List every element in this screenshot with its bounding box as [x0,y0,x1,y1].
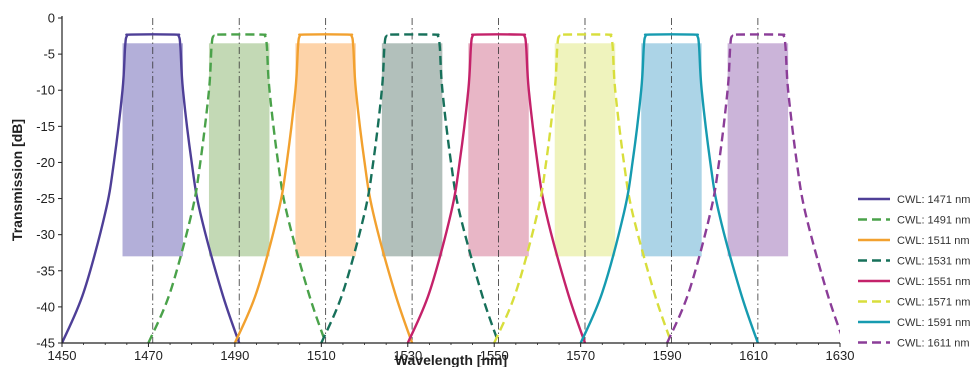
legend-label-1551: CWL: 1551 nm [897,276,970,288]
series-line-1491 [147,33,327,343]
legend-label-1531: CWL: 1531 nm [897,256,970,268]
y-tick-label: -40 [36,299,55,314]
shaded-bands [122,43,789,257]
series-line-1611 [665,33,840,343]
y-tick-label: -25 [36,191,55,206]
x-tick-label: 1570 [566,348,595,363]
legend-label-1571: CWL: 1571 nm [897,297,970,309]
x-tick-label: 1470 [134,348,163,363]
y-ticks: 0 -5 -10 -15 -20 -25 -30 -35 -40 -45 [36,11,62,351]
y-tick-label: -30 [36,227,55,242]
x-tick-label: 1510 [307,348,336,363]
series-line-1531 [320,33,500,343]
y-tick-label: 0 [48,11,55,26]
x-ticks: 1450 1470 1490 1510 1530 1550 1570 1590 1610 1630 [48,343,855,363]
y-tick-label: -20 [36,155,55,170]
y-axis-title: Transmission [dB] [9,119,25,241]
y-tick-label: -45 [36,336,55,351]
x-tick-label: 1630 [826,348,855,363]
series-line-1571 [493,33,673,343]
legend-label-1471: CWL: 1471 nm [897,194,970,206]
legend-label-1591: CWL: 1591 nm [897,317,970,329]
x-tick-label: 1450 [48,348,77,363]
center-lines [152,18,759,343]
x-tick-label: 1530 [393,348,422,363]
legend-label-1491: CWL: 1491 nm [897,215,970,227]
y-tick-label: -5 [43,47,55,62]
legend-label-1511: CWL: 1511 nm [897,235,970,247]
x-tick-label: 1490 [220,348,249,363]
x-tick-label: 1550 [480,348,509,363]
y-tick-label: -35 [36,263,55,278]
series-curves [62,33,840,343]
legend: CWL: 1471 nm CWL: 1491 nm CWL: 1511 nm CWL:… [858,194,970,350]
x-tick-label: 1590 [653,348,682,363]
y-tick-label: -15 [36,119,55,134]
y-tick-label: -10 [36,83,55,98]
x-tick-label: 1610 [739,348,768,363]
x-axis-title: Wavelength [nm] [395,352,507,367]
legend-label-1611: CWL: 1611 nm [897,338,970,350]
